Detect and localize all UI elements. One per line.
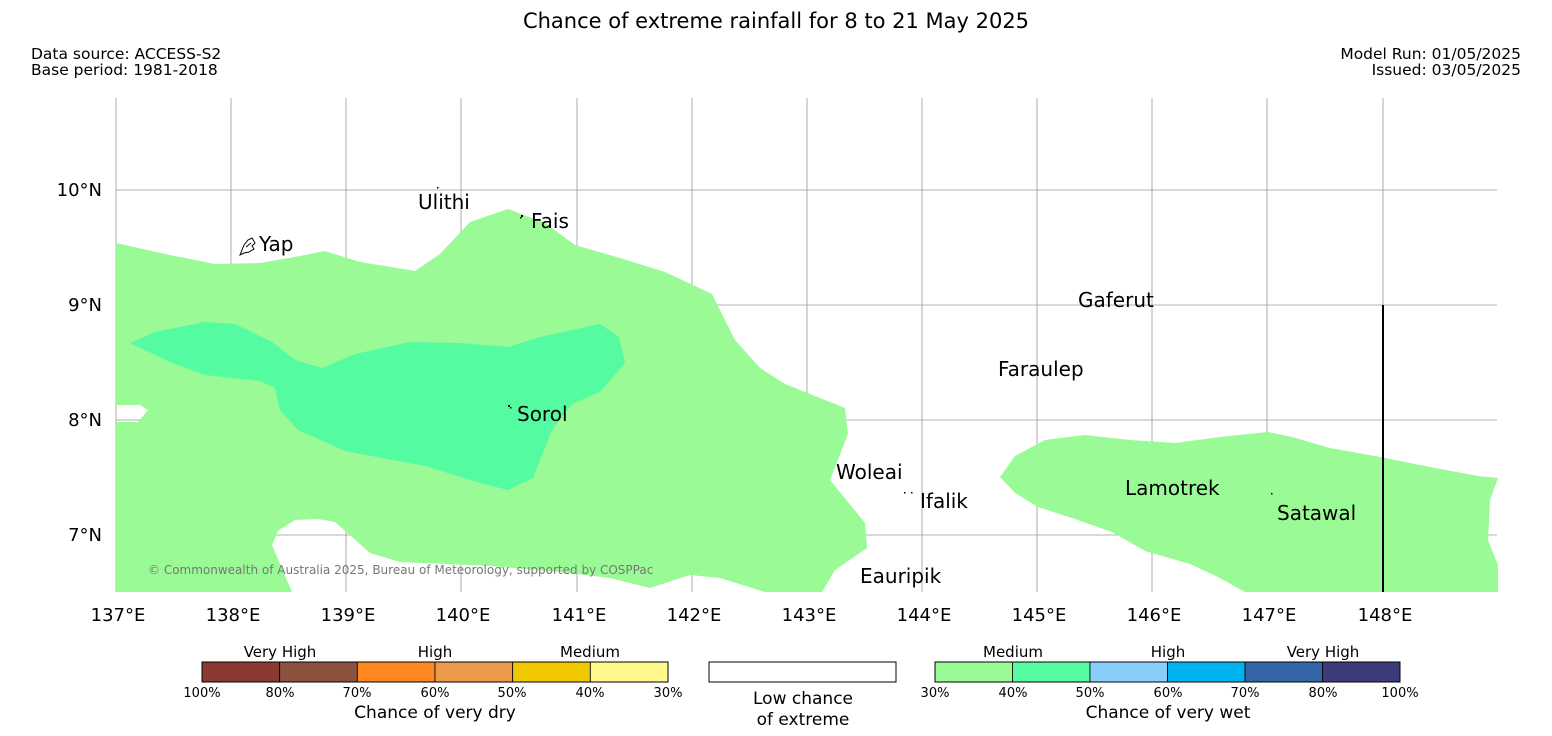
lon-label: 140°E (436, 605, 491, 626)
legend-dry-tick: 30% (654, 686, 683, 701)
legend-wet-group: Medium (983, 643, 1043, 661)
legend-dry-tick: 50% (498, 686, 527, 701)
legend-dry-swatches (201, 661, 669, 683)
legend-dry-tick: 70% (343, 686, 372, 701)
legend-low-line1: Low chance (753, 689, 853, 709)
legend-wet-caption: Chance of very wet (1086, 703, 1251, 723)
wet-40-50-region (130, 322, 625, 490)
legend-wet-swatch (1244, 661, 1323, 683)
legend-low-swatch (708, 661, 897, 683)
legend-wet-swatch (1012, 661, 1091, 683)
latitude-labels: 10°N 9°N 8°N 7°N (57, 180, 102, 546)
label-lamotrek: Lamotrek (1125, 476, 1220, 500)
legend-dry-group: High (418, 643, 452, 661)
lon-label: 143°E (782, 605, 837, 626)
map-title: Chance of extreme rainfall for 8 to 21 M… (522, 9, 1030, 33)
data-source-info: Data source: ACCESS-S2 Base period: 1981… (31, 46, 221, 78)
small-island-markers (437, 187, 1273, 495)
legend-wet-swatches (934, 661, 1401, 683)
legend-dry-swatch (589, 661, 669, 683)
label-gaferut: Gaferut (1078, 288, 1154, 312)
legend-dry-tick: 80% (266, 686, 295, 701)
legend-dry: Very High High Medium 100% 80% 70% 60% 5… (183, 643, 682, 723)
label-ifalik: Ifalik (920, 489, 968, 513)
legend-wet-tick: 40% (999, 686, 1028, 701)
legend-dry-swatch (279, 661, 358, 683)
lon-label: 138°E (206, 605, 261, 626)
yap-island-icon (239, 237, 256, 257)
legend-dry-swatch (434, 661, 514, 683)
legend-dry-group: Medium (560, 643, 620, 661)
lon-label: 144°E (897, 605, 952, 626)
label-yap: Yap (258, 232, 293, 256)
legend-wet-swatch (1322, 661, 1401, 683)
legend-dry-group: Very High (244, 643, 317, 661)
legend-dry-tick: 40% (576, 686, 605, 701)
lat-label: 10°N (57, 180, 102, 201)
label-eauripik: Eauripik (860, 564, 942, 588)
legend-dry-tick: 60% (421, 686, 450, 701)
longitude-labels: 137°E 138°E 139°E 140°E 141°E 142°E 143°… (91, 605, 1413, 626)
legend-wet-tick: 80% (1309, 686, 1338, 701)
label-sorol: Sorol (517, 402, 568, 426)
legend-dry-tick: 100% (183, 686, 220, 701)
legend-wet-tick: 60% (1154, 686, 1183, 701)
lon-label: 137°E (91, 605, 146, 626)
lon-label: 146°E (1127, 605, 1182, 626)
label-fais: Fais (531, 209, 569, 233)
label-ulithi: Ulithi (418, 190, 470, 214)
lon-label: 147°E (1242, 605, 1297, 626)
legend-wet-tick: 70% (1231, 686, 1260, 701)
legend-low-line2: of extreme (757, 710, 850, 730)
label-faraulep: Faraulep (998, 357, 1084, 381)
lon-label: 141°E (552, 605, 607, 626)
legend-low-chance: Low chance of extreme (708, 661, 897, 730)
lon-label: 142°E (667, 605, 722, 626)
legend-wet-swatch (1167, 661, 1246, 683)
legend-wet-tick: 50% (1076, 686, 1105, 701)
place-labels: Ulithi Fais Yap Gaferut Faraulep Sorol W… (258, 190, 1356, 588)
legend-dry-swatch (201, 661, 281, 683)
legend-dry-caption: Chance of very dry (354, 703, 516, 723)
lat-label: 8°N (68, 410, 102, 431)
base-period-text: Base period: 1981-2018 (31, 61, 218, 79)
lon-label: 148°E (1358, 605, 1413, 626)
label-satawal: Satawal (1277, 501, 1356, 525)
lat-label: 9°N (68, 295, 102, 316)
legend-wet-group: High (1151, 643, 1185, 661)
legend-dry-swatch (356, 661, 436, 683)
issued-text: Issued: 03/05/2025 (1371, 61, 1521, 79)
model-run-info: Model Run: 01/05/2025 Issued: 03/05/2025 (1340, 46, 1521, 78)
lon-label: 139°E (321, 605, 376, 626)
legend-wet-tick: 30% (921, 686, 950, 701)
label-woleai: Woleai (836, 460, 903, 484)
copyright-text: © Commonwealth of Australia 2025, Bureau… (148, 563, 653, 577)
legend-wet-group: Very High (1287, 643, 1360, 661)
data-source-text: Data source: ACCESS-S2 (31, 45, 222, 63)
legend-dry-swatch (512, 661, 591, 683)
model-run-text: Model Run: 01/05/2025 (1340, 45, 1521, 63)
lat-label: 7°N (68, 525, 102, 546)
legend-wet-swatch (1089, 661, 1168, 683)
lon-label: 145°E (1012, 605, 1067, 626)
legend-wet: Medium High Very High 30% 40% 50% 60% 70… (921, 643, 1419, 723)
wet-medium-region-east (1000, 432, 1498, 592)
legend-wet-swatch (934, 661, 1013, 683)
legend-wet-tick: 100% (1381, 686, 1418, 701)
